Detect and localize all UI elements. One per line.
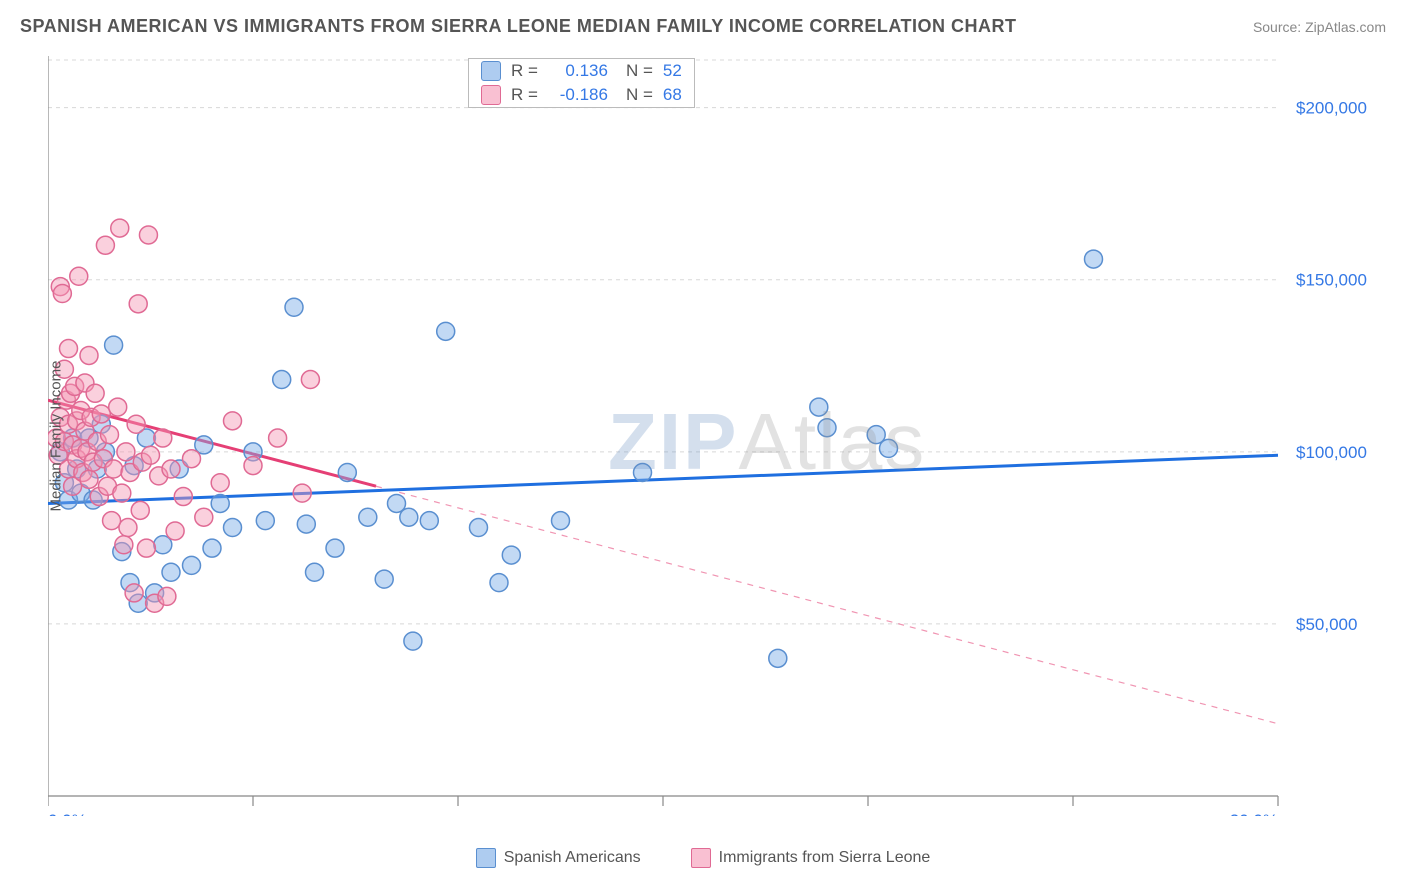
r-value: 0.136 bbox=[548, 61, 608, 81]
swatch-icon bbox=[481, 61, 501, 81]
swatch-icon bbox=[481, 85, 501, 105]
chart-title: SPANISH AMERICAN VS IMMIGRANTS FROM SIER… bbox=[20, 16, 1017, 37]
n-value: 52 bbox=[663, 61, 682, 81]
correlation-row: R = 0.136 N = 52 bbox=[469, 59, 694, 83]
y-axis-label: Median Family Income bbox=[48, 361, 65, 512]
r-label: R = bbox=[511, 85, 538, 105]
svg-text:30.0%: 30.0% bbox=[1230, 811, 1278, 816]
swatch-icon bbox=[476, 848, 496, 868]
legend-label: Spanish Americans bbox=[504, 849, 641, 867]
n-label: N = bbox=[626, 61, 653, 81]
correlation-row: R = -0.186 N = 68 bbox=[469, 83, 694, 107]
svg-text:0.0%: 0.0% bbox=[48, 811, 87, 816]
r-value: -0.186 bbox=[548, 85, 608, 105]
svg-text:$50,000: $50,000 bbox=[1296, 615, 1357, 634]
r-label: R = bbox=[511, 61, 538, 81]
legend-item-spanish: Spanish Americans bbox=[476, 848, 641, 868]
correlation-legend: R = 0.136 N = 52 R = -0.186 N = 68 bbox=[468, 58, 695, 108]
svg-text:$200,000: $200,000 bbox=[1296, 99, 1367, 118]
source-label: Source: ZipAtlas.com bbox=[1253, 19, 1386, 35]
swatch-icon bbox=[691, 848, 711, 868]
legend-item-sierra-leone: Immigrants from Sierra Leone bbox=[691, 848, 931, 868]
n-value: 68 bbox=[663, 85, 682, 105]
scatter-plot: $50,000 $100,000 $150,000 $200,000 0.0% 30.0% bbox=[48, 56, 1388, 816]
plot-container: Median Family Income $50,000 $100,000 $150… bbox=[48, 56, 1388, 816]
svg-text:$100,000: $100,000 bbox=[1296, 443, 1367, 462]
legend-label: Immigrants from Sierra Leone bbox=[719, 849, 931, 867]
bottom-legend: Spanish Americans Immigrants from Sierra… bbox=[0, 848, 1406, 868]
svg-text:$150,000: $150,000 bbox=[1296, 271, 1367, 290]
n-label: N = bbox=[626, 85, 653, 105]
